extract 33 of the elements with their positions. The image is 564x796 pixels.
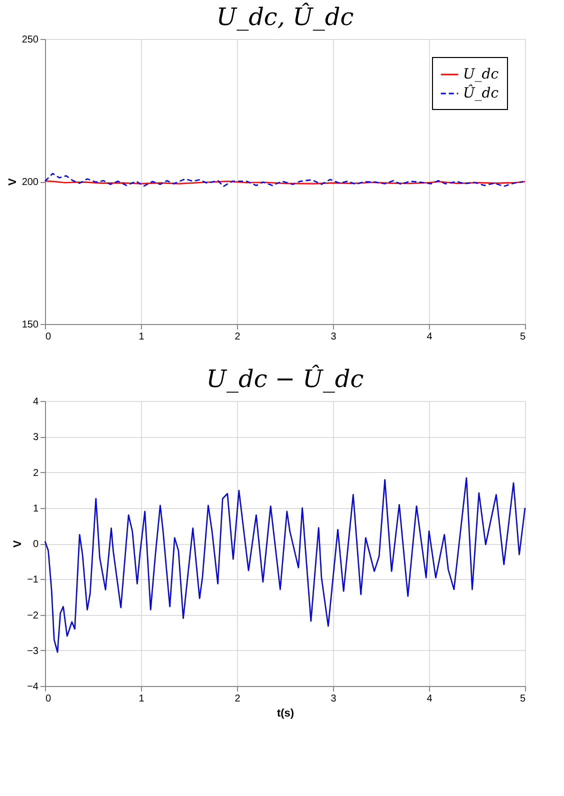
x-tick-label: 3	[330, 332, 337, 342]
y-tick-label: −4	[27, 682, 39, 692]
y-tick-label: −2	[27, 610, 39, 622]
chart-title: U_dc, Û_dc	[216, 2, 354, 31]
y-axis-title: V	[12, 540, 24, 548]
y-tick-label: 0	[32, 539, 39, 550]
y-tick-label: −3	[27, 646, 39, 657]
x-tick-label: 4	[426, 694, 433, 704]
y-axis-title: V	[6, 178, 19, 186]
y-tick-label: 250	[22, 34, 39, 46]
x-tick-label: 0	[46, 694, 52, 704]
y-tick-label: 1	[32, 503, 39, 514]
line-series	[44, 477, 526, 653]
y-tick-label: 2	[32, 468, 39, 479]
chart-title: U_dc − Û_dc	[206, 364, 364, 393]
y-tick-label: 3	[32, 432, 39, 444]
x-tick-label: 2	[234, 694, 241, 704]
y-tick-label: 150	[22, 320, 39, 330]
x-tick-label: 0	[46, 332, 52, 342]
line-series	[44, 172, 524, 187]
x-tick-label: 2	[234, 332, 241, 342]
x-tick-label: 1	[138, 332, 145, 342]
x-tick-label: 1	[138, 694, 145, 704]
y-tick-label: 4	[32, 396, 39, 408]
legend-label: Û_dc	[463, 84, 499, 102]
x-tick-label: 5	[520, 694, 526, 704]
y-tick-label: 200	[22, 177, 39, 188]
legend-label: U_dc	[463, 66, 499, 82]
x-axis-title: t(s)	[276, 708, 294, 720]
y-tick-label: −1	[27, 574, 39, 586]
x-tick-label: 3	[330, 694, 337, 704]
x-tick-label: 5	[520, 332, 526, 342]
x-tick-label: 4	[426, 332, 433, 342]
